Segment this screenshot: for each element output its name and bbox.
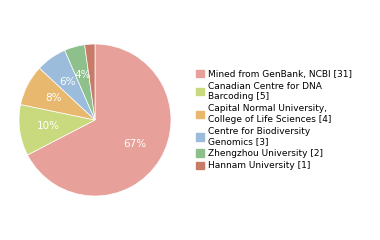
Text: 6%: 6% (60, 77, 76, 86)
Wedge shape (40, 50, 95, 120)
Wedge shape (19, 105, 95, 155)
Wedge shape (65, 45, 95, 120)
Text: 67%: 67% (124, 139, 147, 150)
Text: 8%: 8% (45, 93, 62, 103)
Wedge shape (21, 68, 95, 120)
Legend: Mined from GenBank, NCBI [31], Canadian Centre for DNA
Barcoding [5], Capital No: Mined from GenBank, NCBI [31], Canadian … (195, 68, 354, 172)
Wedge shape (27, 44, 171, 196)
Wedge shape (85, 44, 95, 120)
Text: 10%: 10% (37, 121, 60, 132)
Text: 4%: 4% (74, 70, 90, 80)
